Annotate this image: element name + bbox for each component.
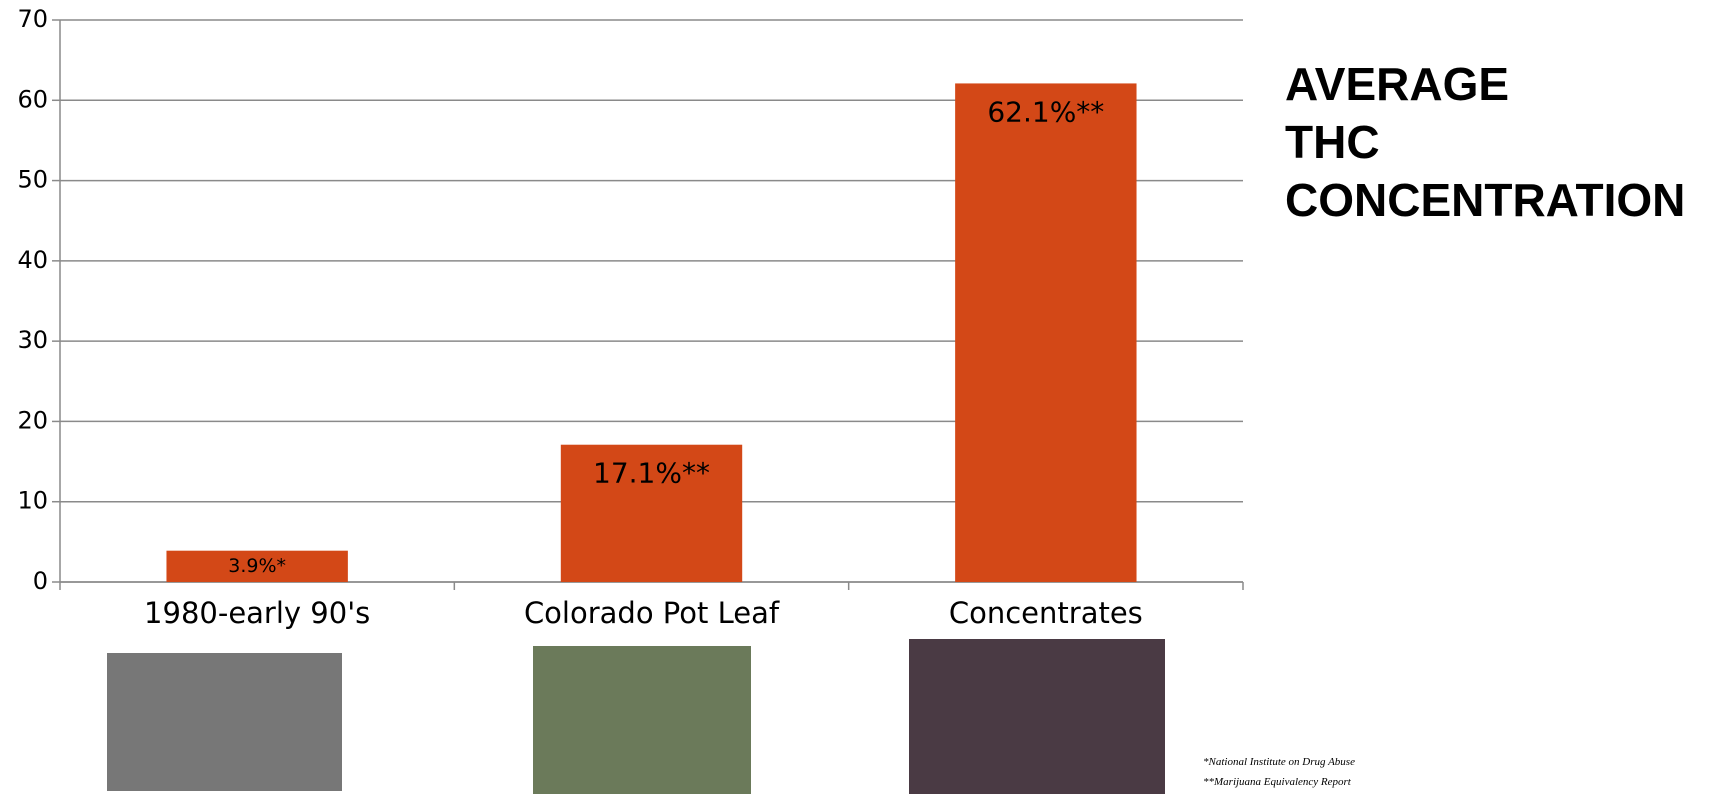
- footnote: *National Institute on Drug Abuse: [1203, 756, 1355, 768]
- footnote: **Marijuana Equivalency Report: [1203, 776, 1351, 788]
- bar: [955, 83, 1137, 582]
- x-tick-label: Colorado Pot Leaf: [524, 596, 780, 630]
- y-tick-label: 70: [17, 5, 48, 33]
- bar: [560, 444, 743, 582]
- value-label: 3.9%*: [228, 555, 286, 577]
- x-tick-label: 1980-early 90's: [144, 596, 370, 630]
- y-tick-label: 50: [17, 166, 48, 194]
- value-label: 62.1%**: [987, 95, 1104, 128]
- y-tick-label: 10: [17, 487, 48, 515]
- y-tick-label: 30: [17, 326, 48, 354]
- photo: [107, 653, 342, 791]
- photo: [533, 646, 751, 794]
- bar: [166, 550, 348, 582]
- value-label: 17.1%**: [593, 457, 710, 490]
- y-tick-label: 40: [17, 246, 48, 274]
- x-tick-label: Concentrates: [949, 596, 1143, 630]
- y-tick-label: 20: [17, 406, 48, 434]
- photo: [909, 639, 1165, 794]
- y-tick-label: 60: [17, 85, 48, 113]
- y-tick-label: 0: [33, 567, 48, 595]
- chart-title: AVERAGE THC CONCENTRATION: [1285, 58, 1686, 226]
